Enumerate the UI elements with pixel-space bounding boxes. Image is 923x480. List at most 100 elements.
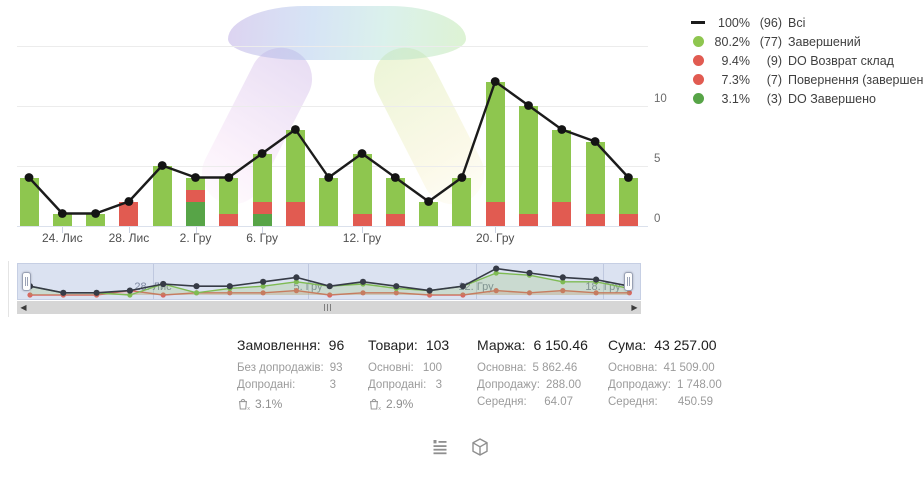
upsell-rate: x 3.1% <box>237 397 336 411</box>
bar-segment-red[interactable] <box>119 201 139 226</box>
stat-column: Сума: 43 257.00 Основна: 41 509.00 Допродажу… <box>608 337 722 411</box>
bar-segment-green[interactable] <box>452 177 472 226</box>
bar-segment-green[interactable] <box>52 213 72 226</box>
stat-subrow: Основна: 41 509.00 <box>608 360 715 377</box>
minimap-total-dot <box>260 278 267 285</box>
y-axis-tick-label: 5 <box>654 152 661 165</box>
bar-segment-green[interactable] <box>352 153 372 214</box>
legend-item[interactable]: 100% (96) Всі <box>690 13 923 32</box>
minimap-returns-dot <box>293 288 299 294</box>
stat-subrow-value: 3 <box>435 379 442 391</box>
bar-segment-red[interactable] <box>519 213 538 226</box>
legend-count: (77) <box>759 34 782 49</box>
bar-segment-red[interactable] <box>219 213 239 226</box>
stat-subrow-value: 5 862.46 <box>532 362 578 374</box>
minimap-returns-dot <box>626 290 633 296</box>
minimap-left-handle[interactable] <box>22 272 31 291</box>
timeline-left-border <box>8 261 9 317</box>
bar-segment-red[interactable] <box>585 213 605 226</box>
upsell-rate: x 2.9% <box>368 397 442 411</box>
minimap-gridline <box>153 264 154 299</box>
bar-segment-green[interactable] <box>485 81 505 202</box>
stat-subrow-value: 450.59 <box>677 396 713 408</box>
legend-item[interactable]: 7.3% (7) Повернення (завершений) <box>690 70 923 89</box>
legend-label: Повернення (завершений) <box>788 72 923 87</box>
upsell-percent: 3.1% <box>255 397 283 411</box>
bar-segment-red[interactable] <box>186 189 205 202</box>
upsell-bag-icon: x <box>369 398 381 411</box>
legend-item[interactable]: 9.4% (9) DO Возврат склад <box>690 51 923 70</box>
stat-subrow-label: Основні: <box>368 362 414 374</box>
legend-item[interactable]: 3.1% (3) DO Завершено <box>690 89 923 108</box>
bar-segment-red[interactable] <box>252 201 272 214</box>
minimap-returns-dot <box>460 292 466 298</box>
bar-segment-red[interactable] <box>352 213 372 226</box>
stat-subrow: Допродані: 3 <box>368 377 442 394</box>
stat-subrow-label: Середня: <box>477 396 527 408</box>
stat-title: Замовлення: <box>237 337 321 353</box>
legend-item[interactable]: 80.2% (77) Завершений <box>690 32 923 51</box>
legend-label: DO Завершено <box>788 91 876 106</box>
stat-subrow: Середня: 64.07 <box>477 394 573 411</box>
bar-segment-green[interactable] <box>152 165 172 226</box>
stat-subrow-value: 41 509.00 <box>663 362 715 374</box>
package-button[interactable] <box>467 434 493 460</box>
bar-segment-green[interactable] <box>519 105 538 214</box>
bar-segment-green[interactable] <box>585 141 605 214</box>
stat-title: Сума: <box>608 337 647 353</box>
svg-text:x: x <box>247 406 250 411</box>
scroll-left-arrow-icon[interactable]: ◀ <box>20 303 27 312</box>
minimap-returns-dot <box>526 290 533 296</box>
minimap-total-dot <box>226 283 233 290</box>
bar-segment-green[interactable] <box>419 201 439 226</box>
minimap-total-dot <box>293 274 300 281</box>
bar-segment-red[interactable] <box>385 213 405 226</box>
orders-log-button[interactable] <box>427 434 453 460</box>
minimap-returns-dot <box>493 288 499 294</box>
bar-segment-green[interactable] <box>618 177 638 214</box>
scrollbar-grip[interactable] <box>324 304 331 311</box>
minimap-completed-dot <box>127 292 133 298</box>
x-axis-tick <box>262 226 264 233</box>
minimap-returns-dot <box>393 290 399 296</box>
bar-segment-green[interactable] <box>86 213 106 226</box>
bar-segment-green[interactable] <box>385 177 405 214</box>
bar-segment-green[interactable] <box>552 129 572 202</box>
minimap-returns-dot <box>227 290 233 296</box>
minimap-right-handle[interactable] <box>624 272 633 291</box>
legend-percent: 7.3% <box>721 72 751 87</box>
x-axis-tick-label: 6. Гру <box>246 230 278 245</box>
bar-segment-dkgreen[interactable] <box>186 201 205 226</box>
x-axis-tick <box>128 226 130 233</box>
y-gridline <box>17 45 648 47</box>
legend-line-swatch-icon <box>690 21 706 24</box>
scroll-right-arrow-icon[interactable]: ▶ <box>631 303 638 312</box>
y-gridline <box>17 105 648 107</box>
bar-segment-red[interactable] <box>552 201 572 226</box>
package-icon <box>472 438 488 456</box>
bar-segment-green[interactable] <box>186 177 205 190</box>
minimap-series <box>26 265 633 298</box>
stat-subrow-value: 288.00 <box>545 379 582 391</box>
stat-subrow: Без допродажів: 93 <box>237 360 343 377</box>
bar-segment-red[interactable] <box>618 213 638 226</box>
stat-subrow: Основні: 100 <box>368 360 442 377</box>
stat-subrow-label: Середня: <box>608 396 658 408</box>
bar-segment-green[interactable] <box>219 177 239 214</box>
minimap-completed-area <box>30 273 630 295</box>
bar-segment-green[interactable] <box>319 177 339 226</box>
bar-segment-green[interactable] <box>285 129 305 202</box>
bar-segment-green[interactable] <box>19 177 39 226</box>
timeline-scrollbar[interactable]: ◀ ▶ <box>17 301 641 314</box>
legend-percent: 9.4% <box>721 53 751 68</box>
minimap-returns-dot <box>327 292 333 298</box>
bar-segment-red[interactable] <box>485 201 505 226</box>
bar-segment-dkgreen[interactable] <box>252 213 272 226</box>
stat-value: 6 150.46 <box>533 337 588 353</box>
y-axis-tick-label: 0 <box>654 212 661 225</box>
bar-segment-green[interactable] <box>252 153 272 202</box>
legend-dot-swatch-icon <box>690 93 706 104</box>
minimap-total-dot <box>526 269 533 277</box>
bar-segment-red[interactable] <box>285 201 305 226</box>
